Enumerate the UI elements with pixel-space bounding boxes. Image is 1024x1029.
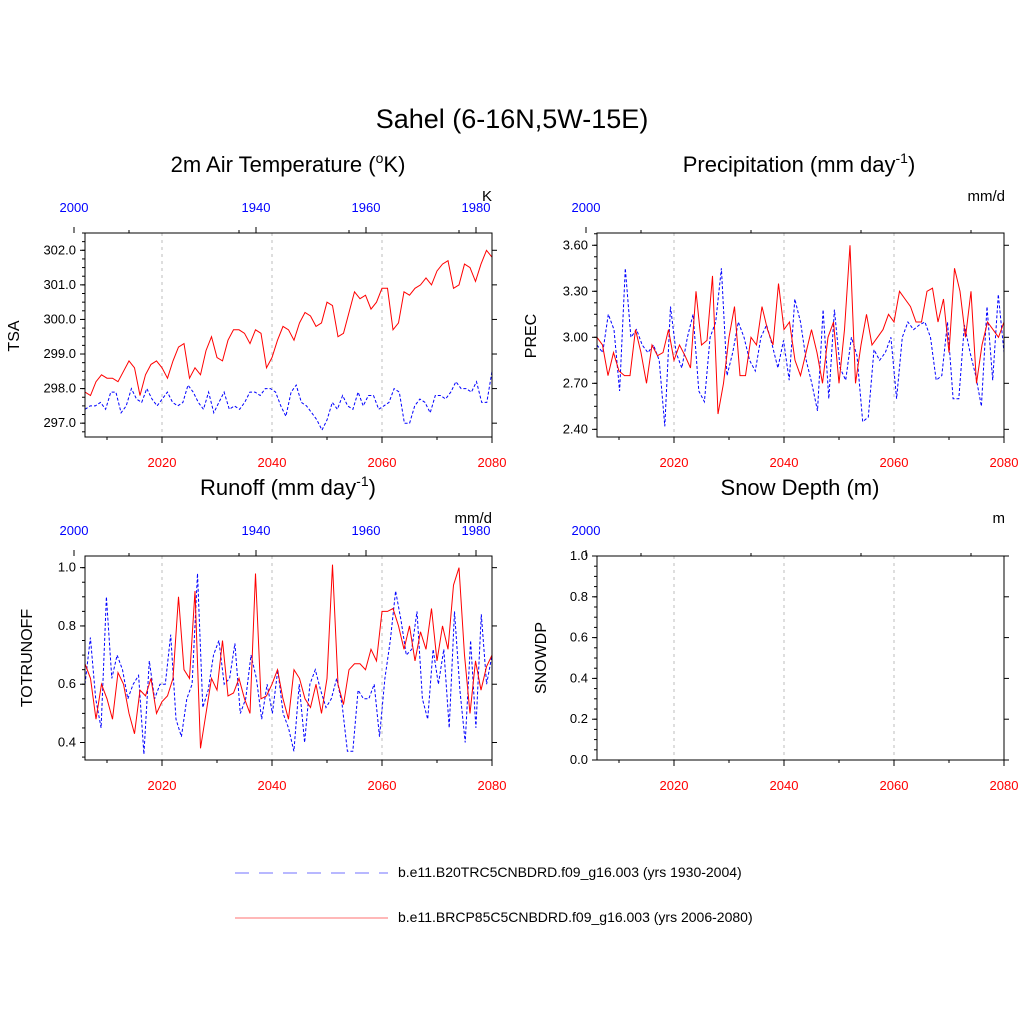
y-tick-label: 302.0	[43, 242, 76, 257]
plot-area-temperature: 297.0 298.0 299.0 300.0 301.0 302.0 2020 2040 20…	[43, 200, 507, 470]
top-tick-label-historical: 1940	[242, 523, 271, 538]
y-axis-label-runoff: TOTRUNOFF	[19, 609, 36, 708]
figure-title: Sahel (6-16N,5W-15E)	[376, 104, 649, 134]
y-tick-label: 3.30	[563, 283, 588, 298]
y-tick-label: 0.8	[570, 589, 588, 604]
panel-runoff: Runoff (mm day-1) mm/d TOTRUNOFF 0.40.60…	[19, 473, 507, 793]
series-line-historical	[84, 371, 493, 432]
panel-title-sup: o	[376, 150, 384, 166]
panel-temperature: 2m Air Temperature (oK) K TSA 297.0 298.0…	[6, 150, 507, 470]
units-label-snow-depth: m	[993, 510, 1006, 527]
legend-label-historical: b.e11.B20TRC5CNBDRD.f09_g16.003 (yrs 193…	[398, 864, 742, 880]
y-tick-label: 2.40	[563, 421, 588, 436]
x-tick-label-future: 2020	[660, 778, 689, 793]
y-tick-label: 0.6	[58, 676, 76, 691]
panel-title-main: Snow Depth (m)	[721, 475, 880, 500]
x-tick-label-future: 2020	[148, 455, 177, 470]
y-tick-label: 1.0	[570, 548, 588, 563]
x-tick-label-future: 2020	[148, 778, 177, 793]
units-label-runoff: mm/d	[455, 510, 493, 527]
x-tick-label-future: 2020	[660, 455, 689, 470]
x-tick-label-future: 2080	[990, 455, 1019, 470]
legend-label-future: b.e11.BRCP85C5CNBDRD.f09_g16.003 (yrs 20…	[398, 909, 753, 925]
plot-frame	[84, 232, 493, 438]
y-tick-label: 0.2	[570, 711, 588, 726]
x-tick-label-future: 2060	[368, 455, 397, 470]
panel-title-main: 2m Air Temperature (	[171, 152, 377, 177]
y-tick-label: 301.0	[43, 277, 76, 292]
plot-frame	[596, 232, 1005, 438]
panel-title-snow-depth: Snow Depth (m)	[721, 475, 880, 500]
y-tick-label: 0.6	[570, 630, 588, 645]
x-tick-label-future: 2080	[478, 455, 507, 470]
plot-area-runoff: 0.4 0.6 0.8 1.0 2020 2040 2060 2080 1940 1960 1980…	[58, 523, 507, 793]
y-tick-label: 1.0	[58, 560, 76, 575]
plot-frame	[84, 555, 493, 761]
panel-title-sup: -1	[356, 473, 369, 489]
x-tick-label-future: 2040	[258, 455, 287, 470]
series-line-historical	[84, 573, 493, 755]
panel-title-main: Precipitation (mm day	[683, 152, 896, 177]
y-tick-label: 3.00	[563, 329, 588, 344]
series-line-future	[84, 249, 493, 397]
x-tick-label-future: 2080	[990, 778, 1019, 793]
series-line-historical	[596, 268, 1005, 427]
y-axis-label-temperature: TSA	[6, 320, 23, 351]
y-tick-label: 0.0	[570, 752, 588, 767]
panel-title-tail: )	[369, 475, 376, 500]
top-tick-label-historical: 1960	[352, 523, 381, 538]
y-tick-label: 2.70	[563, 375, 588, 390]
top-tick-label-historical: 2000	[60, 200, 89, 215]
plot-area-precipitation: 2.40 2.70 3.00 3.30 3.60 2020 2040 2060 2080 1940…	[242, 200, 1019, 470]
series-line-future	[596, 245, 1005, 415]
y-tick-label: 0.8	[58, 618, 76, 633]
x-tick-label-future: 2060	[880, 778, 909, 793]
x-tick-label-future: 2080	[478, 778, 507, 793]
x-tick-label-future: 2040	[770, 778, 799, 793]
units-label-precipitation: mm/d	[968, 188, 1006, 205]
y-tick-label: 300.0	[43, 311, 76, 326]
plot-area-snow-depth: 0.0 0.2 0.4 0.6 0.8 1.0 2020 2040 2060 2080 1940 19…	[242, 523, 1019, 793]
top-tick-label-historical: 2000	[572, 523, 601, 538]
panel-title-temperature: 2m Air Temperature (oK)	[171, 150, 406, 177]
x-tick-label-future: 2040	[258, 778, 287, 793]
y-tick-label: 297.0	[43, 415, 76, 430]
panel-title-tail: K)	[383, 152, 405, 177]
y-tick-label: 0.4	[58, 735, 76, 750]
y-tick-label: 3.60	[563, 237, 588, 252]
top-tick-label-historical: 1980	[462, 523, 491, 538]
series-line-future	[84, 564, 493, 749]
panel-precipitation: Precipitation (mm day-1) mm/d PREC 2.402…	[242, 150, 1019, 470]
x-tick-label-future: 2060	[368, 778, 397, 793]
panel-title-runoff: Runoff (mm day-1)	[200, 473, 376, 500]
top-tick-label-historical: 1960	[352, 200, 381, 215]
top-tick-label-historical: 1980	[462, 200, 491, 215]
x-tick-label-future: 2060	[880, 455, 909, 470]
x-tick-label-future: 2040	[770, 455, 799, 470]
legend: b.e11.B20TRC5CNBDRD.f09_g16.003 (yrs 193…	[235, 864, 753, 925]
y-tick-label: 299.0	[43, 346, 76, 361]
y-tick-label: 298.0	[43, 381, 76, 396]
plot-frame	[596, 555, 1005, 761]
top-tick-label-historical: 2000	[572, 200, 601, 215]
y-tick-label: 0.4	[570, 670, 588, 685]
panel-title-precipitation: Precipitation (mm day-1)	[683, 150, 916, 177]
y-axis-label-snow-depth: SNOWDP	[533, 622, 550, 694]
panel-title-sup: -1	[895, 150, 908, 166]
top-tick-label-historical: 2000	[60, 523, 89, 538]
y-axis-label-precipitation: PREC	[523, 314, 540, 358]
panel-title-main: Runoff (mm day	[200, 475, 356, 500]
panel-snow-depth: Snow Depth (m) m SNOWDP 0.0 0.2 0.4 0.6 0.8 1…	[242, 475, 1019, 793]
panel-title-tail: )	[908, 152, 915, 177]
units-label-temperature: K	[482, 188, 492, 205]
top-tick-label-historical: 1940	[242, 200, 271, 215]
